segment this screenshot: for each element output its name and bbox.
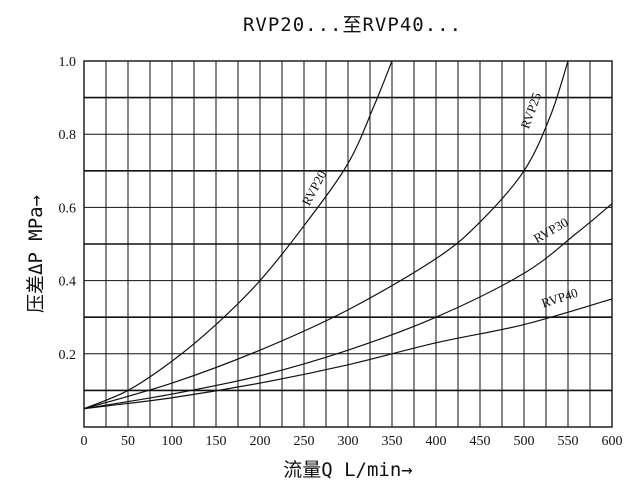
grid	[83, 60, 613, 428]
chart-title: RVP20...至RVP40...	[242, 14, 463, 36]
y-tick-label: 0.8	[59, 128, 77, 143]
x-tick-label: 550	[558, 434, 579, 449]
x-tick-label: 50	[121, 434, 135, 449]
series-line-rvp20	[83, 60, 393, 410]
x-tick-label: 0	[81, 434, 88, 449]
x-tick-label: 350	[382, 434, 403, 449]
y-tick-label: 0.4	[59, 275, 77, 290]
x-tick-label: 600	[602, 434, 623, 449]
x-axis-label: 流量Q L/min→	[283, 459, 413, 481]
x-tick-label: 150	[206, 434, 227, 449]
y-tick-label: 0.2	[59, 348, 77, 363]
x-tick-label: 450	[470, 434, 491, 449]
plot-frame	[83, 60, 613, 428]
series-line-rvp40	[83, 298, 613, 410]
x-tick-label: 400	[426, 434, 447, 449]
series-label: RVP30	[531, 214, 571, 246]
y-tick-label: 0.6	[59, 201, 77, 216]
x-tick-label: 300	[338, 434, 359, 449]
series-label: RVP25	[517, 90, 544, 130]
series-line-rvp30	[83, 203, 613, 410]
x-tick-label: 250	[294, 434, 315, 449]
x-tick-label: 500	[514, 434, 535, 449]
y-tick-label: 1.0	[59, 55, 77, 70]
series-label: RVP20	[299, 168, 330, 208]
x-tick-label: 200	[250, 434, 271, 449]
y-axis-label: 压差ΔP MPa→	[25, 195, 47, 313]
x-tick-label: 100	[162, 434, 183, 449]
series-line-rvp25	[83, 60, 569, 410]
tick-labels: 0 50 100 150 200 250 300 350 400 450 500 550 600 0.2 0…	[59, 55, 623, 449]
